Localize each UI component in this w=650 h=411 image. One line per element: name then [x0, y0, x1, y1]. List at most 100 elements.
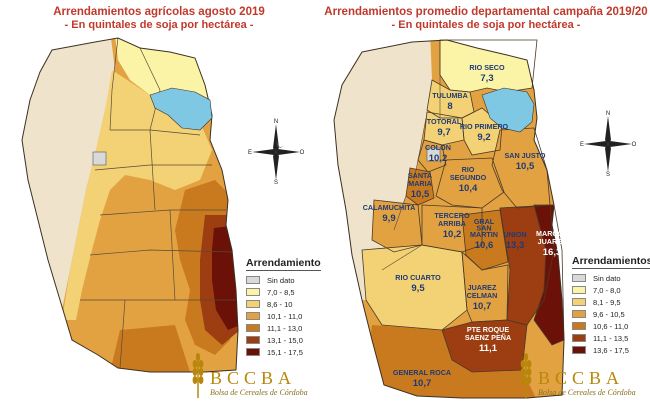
- department-borders: [80, 38, 236, 369]
- right-legend: Arrendamientos Sin dato 7,0 - 8,0 8,1 - 9,…: [572, 251, 650, 356]
- dept-value-label: 13,3: [506, 240, 525, 251]
- left-legend-swatch: [246, 312, 260, 320]
- dept-value-label: 10,2: [443, 229, 462, 240]
- right-legend-label: 11,1 - 13,5: [593, 333, 629, 343]
- left-legend-swatch: [246, 336, 260, 344]
- dept-name-label: TULUMBA: [432, 91, 468, 100]
- right-legend-label: 10,6 - 11,0: [593, 321, 629, 331]
- left-legend-label: 11,1 - 13,0: [267, 323, 303, 333]
- dept-shape-gral-san-martin: [462, 210, 508, 270]
- left-legend-swatch: [246, 288, 260, 296]
- dept-name-label: CALAMUCHITA: [363, 203, 416, 212]
- right-province-outline: [333, 39, 565, 399]
- right-logo-subtitle: Bolsa de Cereales de Córdoba: [538, 388, 636, 397]
- dept-value-label: 16,3: [543, 247, 562, 258]
- right-lake-mar-chiquita: [481, 87, 535, 133]
- right-legend-item: 9,6 - 10,5: [572, 308, 650, 320]
- dept-name-label: SAN JUSTO: [504, 151, 545, 160]
- left-legend-swatch: [246, 348, 260, 356]
- dept-name-label: RIO SEGUNDO: [450, 165, 487, 182]
- dept-shape-tulumba: [427, 80, 474, 118]
- right-compass-n: N: [606, 111, 610, 117]
- left-legend-label: 10,1 - 11,0: [267, 311, 303, 321]
- left-legend-label: 13,1 - 15,0: [267, 335, 303, 345]
- dept-name-label: PTE ROQUE SAENZ PEÑA: [465, 325, 511, 342]
- dept-outlines: [361, 39, 565, 373]
- left-legend-label: Sin dato: [267, 275, 295, 285]
- left-legend-swatch: [246, 300, 260, 308]
- right-compass-rose-icon: N S E O: [580, 111, 636, 176]
- dept-shape-san-justo: [492, 128, 550, 208]
- dept-shape-pte-roque-saenz-pena: [442, 320, 527, 372]
- dept-name-label: RIO PRIMERO: [460, 122, 509, 131]
- dept-shape-totoral: [424, 112, 464, 145]
- right-legend-label: 8,1 - 9,5: [593, 297, 621, 307]
- right-compass-e: E: [580, 142, 584, 148]
- right-legend-item: 13,6 - 17,5: [572, 344, 650, 356]
- compass-n: N: [274, 119, 278, 125]
- compass-o: O: [300, 150, 304, 156]
- right-compass-o: O: [632, 142, 636, 148]
- dept-value-label: 10,4: [459, 183, 478, 194]
- left-legend-label: 7,0 - 8,5: [267, 287, 295, 297]
- dept-value-label: 9,7: [437, 127, 450, 138]
- dept-name-label: MARCOS JUAREZ: [536, 229, 568, 246]
- dept-shape-rio-segundo: [436, 158, 504, 208]
- dept-value-label: 10,7: [473, 301, 492, 312]
- left-legend-swatch: [246, 276, 260, 284]
- left-legend-item: Sin dato: [246, 274, 346, 286]
- zone-11-13-south: [110, 325, 190, 372]
- left-legend-title: Arrendamiento: [246, 257, 321, 271]
- dept-name-label: GENERAL ROCA: [393, 368, 451, 377]
- dept-value-label: 10,5: [411, 189, 430, 200]
- right-no-data-cell: [426, 147, 441, 162]
- right-legend-label: 7,0 - 8,0: [593, 285, 621, 295]
- compass-rose-icon: N S E O: [248, 119, 304, 184]
- left-legend-item: 15,1 - 17,5: [246, 346, 346, 358]
- dept-name-label: TOTORAL: [427, 117, 462, 126]
- right-legend-label: Sin dato: [593, 273, 621, 283]
- dept-name-label: RIO SECO: [469, 63, 505, 72]
- right-legend-item: 8,1 - 9,5: [572, 296, 650, 308]
- left-legend-label: 15,1 - 17,5: [267, 347, 303, 357]
- logo-name: BCCBA: [210, 368, 297, 388]
- right-legend-swatch: [572, 310, 586, 318]
- left-map-panel: Arrendamientos agrícolas agosto 2019 - E…: [0, 0, 321, 411]
- left-legend-item: 10,1 - 11,0: [246, 310, 346, 322]
- dept-value-label: 9,2: [477, 132, 490, 143]
- right-legend-title: Arrendamientos: [572, 255, 650, 269]
- left-map-subtitle: - En quintales de soja por hectárea -: [64, 19, 254, 31]
- right-map-subtitle: - En quintales de soja por hectárea -: [391, 19, 581, 31]
- left-legend-item: 11,1 - 13,0: [246, 322, 346, 334]
- right-logo-name: BCCBA: [538, 368, 625, 388]
- dept-shape-santa-maria: [406, 168, 434, 205]
- lake-mar-chiquita: [149, 87, 213, 131]
- wheat-icon: [192, 353, 204, 398]
- dept-value-label: 10,7: [413, 378, 432, 389]
- no-data-cell: [92, 151, 107, 166]
- right-map-title: Arrendamientos promedio departamental ca…: [324, 6, 648, 18]
- dept-value-label: 10,5: [516, 161, 535, 172]
- dept-name-label: COLON: [425, 143, 451, 152]
- dept-shape-union: [500, 205, 554, 325]
- right-legend-item: 7,0 - 8,0: [572, 284, 650, 296]
- dept-value-label: 9,9: [382, 213, 395, 224]
- right-legend-label: 13,6 - 17,5: [593, 345, 629, 355]
- dept-value-label: 8: [447, 101, 452, 112]
- dept-internal-borders: [381, 40, 441, 271]
- dept-name-label: UNION: [503, 230, 526, 239]
- dept-value-label: 9,5: [411, 283, 425, 294]
- left-logo: BCCBA Bolsa de Cereales de Córdoba: [210, 368, 308, 398]
- right-logo: BCCBA Bolsa de Cereales de Córdoba: [538, 368, 636, 398]
- right-legend-swatch: [572, 286, 586, 294]
- right-legend-swatch: [572, 334, 586, 342]
- right-legend-item: Sin dato: [572, 272, 650, 284]
- right-legend-item: 10,6 - 11,0: [572, 320, 650, 332]
- dept-shape-juarez-celman: [462, 252, 508, 322]
- right-map-panel: Arrendamientos promedio departamental ca…: [322, 0, 650, 411]
- dept-name-label: TERCERO ARRIBA: [434, 211, 470, 228]
- dept-value-label: 10,6: [475, 240, 494, 251]
- compass-e: E: [248, 150, 252, 156]
